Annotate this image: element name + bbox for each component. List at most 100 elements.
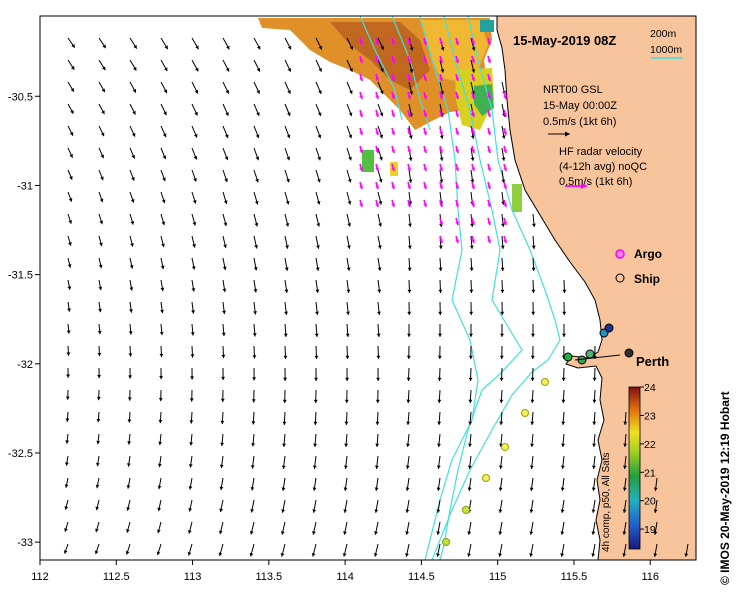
current-arrow-head xyxy=(225,67,230,72)
current-arrow-head xyxy=(349,45,354,50)
current-arrow-head xyxy=(408,179,413,183)
current-arrow-head xyxy=(440,46,445,51)
current-arrow-head xyxy=(219,486,224,491)
current-arrow-head xyxy=(469,311,474,315)
current-arrow-head xyxy=(560,553,565,557)
current-arrow-head xyxy=(316,200,321,205)
current-arrow-head xyxy=(160,265,165,270)
current-arrow-head xyxy=(222,266,227,271)
radar-arrow-head xyxy=(375,77,379,81)
current-arrow-head xyxy=(438,289,443,293)
current-arrow-head xyxy=(312,509,317,513)
current-arrow-head xyxy=(437,399,442,403)
current-arrow-head xyxy=(66,352,71,356)
current-arrow-head xyxy=(531,267,536,271)
current-arrow-head xyxy=(529,509,534,513)
current-arrow-head xyxy=(222,310,226,315)
current-arrow-head xyxy=(347,223,352,227)
radar-arrow-head xyxy=(407,185,411,189)
current-arrow-head xyxy=(159,353,164,358)
current-arrow-head xyxy=(380,46,384,50)
current-arrow-head xyxy=(379,134,384,139)
current-arrow-head xyxy=(98,308,102,313)
current-arrow-head xyxy=(311,553,316,557)
current-arrow-head xyxy=(96,396,101,401)
radar-arrow-head xyxy=(487,221,491,225)
radar-arrow-head xyxy=(455,41,459,45)
radar-arrow-head xyxy=(487,203,491,207)
current-arrow-head xyxy=(440,69,445,73)
radar-arrow-head xyxy=(487,95,491,99)
radar-arrow-head xyxy=(375,203,379,207)
current-arrow-head xyxy=(162,177,166,182)
current-arrow-head xyxy=(348,134,353,139)
current-arrow-head xyxy=(287,67,292,72)
radar-arrow-head xyxy=(455,167,459,171)
current-arrow-head xyxy=(282,443,287,447)
current-arrow-head xyxy=(318,90,322,94)
current-arrow-head xyxy=(131,176,135,181)
current-arrow-head xyxy=(531,311,536,315)
colorbar-ticks: 24 23 22 21 20 19 xyxy=(640,382,656,536)
current-arrow-head xyxy=(157,463,162,468)
current-arrow-head xyxy=(378,223,383,227)
current-arrow-head xyxy=(312,531,316,535)
argo-legend-label: Argo xyxy=(634,247,662,261)
current-arrow-head xyxy=(498,531,503,535)
current-arrow-head xyxy=(286,156,291,161)
radar-arrow-head xyxy=(407,149,411,153)
current-arrow-head xyxy=(345,355,350,359)
current-arrow-head xyxy=(347,200,352,205)
radar-arrow-head xyxy=(471,131,475,135)
current-arrow-head xyxy=(498,465,503,469)
current-arrow-head xyxy=(164,67,168,72)
radar-arrow-head xyxy=(375,131,379,135)
current-arrow-head xyxy=(251,399,256,403)
radar-scale-arrow xyxy=(565,183,587,189)
y-tick-label: -32.5 xyxy=(8,448,33,460)
x-tick-label: 115 xyxy=(489,571,507,583)
current-arrow-head xyxy=(125,551,130,555)
current-arrow-head xyxy=(132,88,136,93)
current-arrow-head xyxy=(470,135,475,139)
radar-arrow-head xyxy=(423,113,427,117)
current-arrow-head xyxy=(68,242,72,246)
current-arrow-head xyxy=(163,89,168,94)
current-arrow-head xyxy=(157,529,161,534)
current-arrow-head xyxy=(69,131,74,136)
current-arrow-head xyxy=(530,421,535,425)
model-legend-name: NRT00 GSL xyxy=(543,84,603,96)
radar-arrow-head xyxy=(503,95,507,99)
current-arrow-head xyxy=(467,487,472,491)
current-arrow-head xyxy=(161,243,165,248)
x-tick-label: 114.5 xyxy=(408,571,435,583)
current-arrow-head xyxy=(253,289,258,293)
current-arrow-head xyxy=(223,200,228,205)
current-arrow-head xyxy=(159,375,164,380)
current-arrow-head xyxy=(218,530,223,535)
current-arrow-head xyxy=(376,355,381,359)
current-arrow-head xyxy=(191,310,195,314)
radar-arrow-head xyxy=(407,113,411,117)
current-arrow-head xyxy=(499,399,504,403)
current-arrow-head xyxy=(187,551,192,556)
radar-arrow-head xyxy=(375,113,379,117)
current-arrow-head xyxy=(285,200,290,205)
colorbar xyxy=(628,386,641,550)
current-arrow-head xyxy=(591,531,596,535)
current-arrow-head xyxy=(317,156,321,161)
current-arrow-head xyxy=(440,91,445,95)
current-arrow-head xyxy=(127,397,132,401)
current-arrow-head xyxy=(249,530,254,535)
current-arrow-head xyxy=(194,67,199,72)
radar-arrow-head xyxy=(391,149,395,153)
current-arrow-head xyxy=(317,178,321,183)
current-arrow-head xyxy=(500,333,504,337)
current-arrow-head xyxy=(99,220,104,225)
current-arrow-head xyxy=(314,333,319,337)
current-arrow-head xyxy=(374,531,378,535)
radar-arrow-head xyxy=(503,149,507,153)
current-arrow-head xyxy=(407,311,412,315)
current-arrow-head xyxy=(102,44,106,49)
current-arrow-head xyxy=(345,333,350,337)
